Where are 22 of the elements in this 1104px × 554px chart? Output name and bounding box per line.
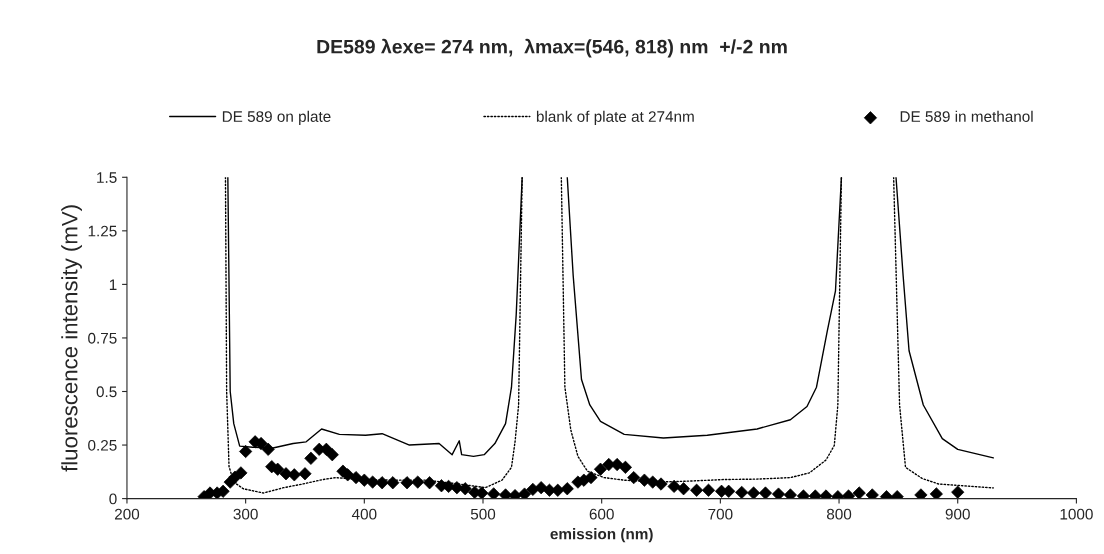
x-tick-label: 700 (708, 508, 733, 520)
x-tick-label: 600 (589, 508, 614, 520)
x-tick-label: 500 (470, 508, 496, 520)
legend-label: blank of plate at 274nm (536, 110, 694, 125)
x-tick-label: 400 (351, 508, 377, 520)
y-tick-label: 0.25 (88, 439, 117, 451)
y-axis-title: fluorescence intensity (mV) (61, 205, 82, 472)
x-tick-label: 200 (114, 508, 140, 520)
y-tick-label: 1 (109, 279, 117, 290)
x-axis-title: emission (nm) (550, 528, 653, 543)
legend-label: DE 589 on plate (222, 110, 331, 125)
legend-label: DE 589 in methanol (900, 110, 1033, 122)
y-tick-label: 0.75 (88, 332, 117, 344)
y-tick-label: 0.5 (96, 386, 117, 398)
x-tick-label: 300 (233, 508, 258, 520)
y-tick-label: 1.25 (88, 225, 117, 237)
x-tick-label: 1000 (1060, 508, 1093, 520)
x-tick-label: 800 (826, 508, 852, 520)
x-tick-label: 900 (945, 508, 970, 520)
chart-title: DE589 λexe= 274 nm, λmax=(546, 818) nm +/-2 nm (317, 38, 787, 58)
y-tick-label: 1.5 (97, 172, 117, 183)
y-tick-label: 0 (109, 493, 117, 505)
